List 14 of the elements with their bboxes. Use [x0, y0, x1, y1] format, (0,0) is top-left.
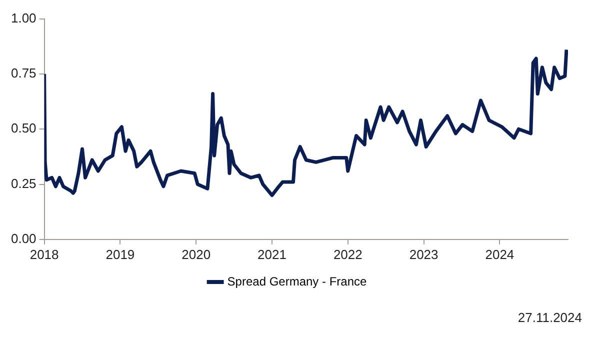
x-tick-label: 2022	[333, 246, 362, 262]
text: 27.11.2024	[516, 310, 582, 325]
x-tick-label: 2020	[182, 246, 211, 262]
legend-label: Spread Germany - France	[227, 274, 368, 288]
y-tick-label: 0.00	[10, 230, 36, 246]
x-tick-label: 2021	[258, 246, 286, 262]
y-tick-label: 0.25	[10, 176, 36, 191]
x-tick-label: 2019	[106, 246, 135, 262]
y-tick-label: 0.50	[10, 120, 36, 136]
x-tick-label: 2023	[409, 246, 438, 262]
x-tick-label: 2018	[30, 246, 59, 262]
y-tick-label: 1.00	[10, 10, 36, 26]
x-tick-label: 2024	[485, 246, 514, 262]
y-tick-label: 0.75	[10, 66, 36, 81]
